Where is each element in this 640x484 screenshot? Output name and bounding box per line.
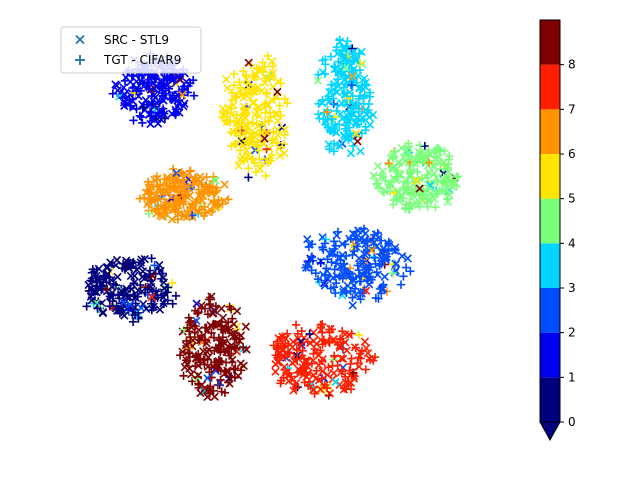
marker-plus [275,101,283,109]
colorbar-segment-3 [540,243,560,288]
marker-plus [359,99,367,107]
marker-x [332,378,339,385]
marker-x [361,338,368,345]
colorbar: 0 1 2 3 4 5 6 7 8 [540,20,576,440]
marker-x [274,88,281,95]
marker-plus [129,116,137,124]
marker-x [188,371,195,378]
marker-plus [314,100,322,108]
scatter-layer [82,36,461,401]
marker-x [310,329,317,336]
cluster-7 [270,320,380,400]
marker-plus [346,360,354,368]
marker-plus [179,372,187,380]
marker-plus [399,272,407,280]
marker-plus [333,361,341,369]
marker-plus [314,110,322,118]
marker-plus [172,292,180,300]
cluster-3 [314,36,377,157]
marker-plus [206,300,214,308]
colorbar-tick-label-7: 7 [568,102,576,116]
marker-plus [330,237,338,245]
colorbar-segment-7 [540,65,560,110]
cluster-5 [218,52,291,182]
colorbar-tick-label-0: 0 [568,415,576,429]
cluster-8 [176,293,250,401]
colorbar-segment-4 [540,199,560,244]
marker-plus [244,173,252,181]
cluster-4 [370,139,462,213]
colorbar-tick-label-1: 1 [568,370,576,384]
marker-plus [255,155,263,163]
marker-plus [347,354,355,362]
legend-label-src: SRC - STL9 [104,33,169,47]
marker-x [221,181,228,188]
marker-plus [330,352,338,360]
marker-plus [334,228,342,236]
cluster-2 [301,225,414,309]
marker-x [347,150,354,157]
colorbar-tick-label-2: 2 [568,326,576,340]
marker-x [211,393,218,400]
colorbar-tick-label-8: 8 [568,58,576,72]
marker-x [235,162,242,169]
marker-plus [261,172,269,180]
marker-x [240,362,247,369]
marker-plus [343,37,351,45]
marker-plus [415,141,423,149]
marker-plus [292,321,300,329]
marker-x [274,117,281,124]
legend-label-tgt: TGT - CIFAR9 [103,53,181,67]
colorbar-tick-label-4: 4 [568,236,576,250]
colorbar-segment-6 [540,109,560,154]
colorbar-tick-label-6: 6 [568,147,576,161]
marker-plus [191,362,199,370]
marker-x [242,323,249,330]
colorbar-extend-min [540,422,560,440]
marker-plus [397,280,405,288]
marker-x [219,314,226,321]
marker-plus [335,36,343,44]
marker-x [381,273,388,280]
marker-x [330,370,337,377]
marker-x [354,138,361,145]
marker-plus [244,164,252,172]
colorbar-tick-label-3: 3 [568,281,576,295]
colorbar-segment-5 [540,154,560,199]
marker-x [272,361,279,368]
marker-plus [109,90,117,98]
marker-x [223,76,230,83]
marker-x [349,302,356,309]
marker-x [343,347,350,354]
marker-plus [230,70,238,78]
marker-x [272,368,279,375]
marker-x [357,148,364,155]
legend: SRC - STL9 TGT - CIFAR9 [61,27,201,73]
colorbar-segment-0 [540,377,560,422]
cluster-0 [82,254,180,326]
marker-plus [341,240,349,248]
colorbar-segment-8 [540,20,560,65]
colorbar-segment-1 [540,333,560,378]
colorbar-segment-2 [540,288,560,333]
colorbar-tick-label-5: 5 [568,192,576,206]
marker-x [113,256,120,263]
marker-x [154,120,161,127]
marker-plus [137,113,145,121]
marker-x [224,85,231,92]
marker-plus [318,328,326,336]
marker-plus [431,203,439,211]
cluster-6 [136,165,233,224]
marker-x [355,363,362,370]
marker-plus [331,289,339,297]
